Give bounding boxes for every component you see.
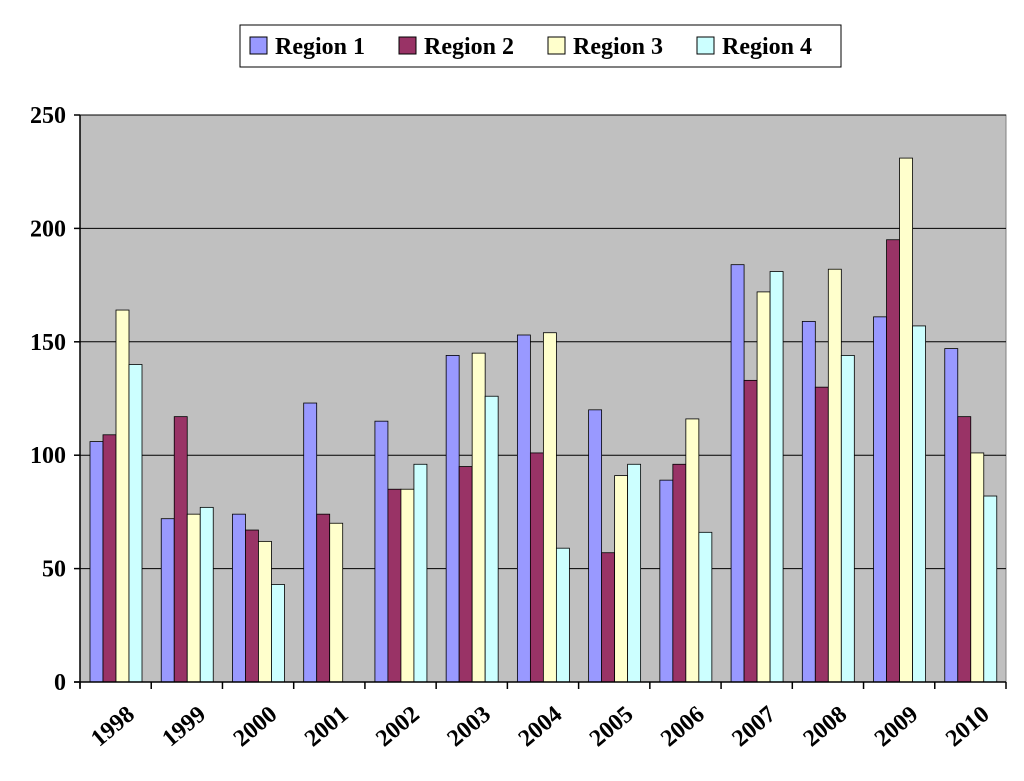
x-axis-ticks: 1998 1999 2000 2001 2002 2003 2004 2005 2006 2007… (86, 701, 994, 752)
legend-label-region-2: Region 2 (424, 34, 514, 60)
bar-2007-region-4 (769, 271, 784, 683)
bar-2010-region-3 (970, 452, 985, 683)
x-tick-label-2009: 2009 (870, 701, 923, 752)
legend-label-region-4: Region 4 (722, 34, 812, 60)
x-tick-label-2005: 2005 (585, 701, 638, 752)
bar-2001-region-1 (303, 402, 318, 683)
x-tick-label-1998: 1998 (86, 701, 139, 752)
bar-2000-region-3 (258, 540, 272, 683)
axes (74, 114, 1007, 689)
bar-2003-region-4 (484, 395, 499, 683)
y-axis-ticks: 0 50 100 150 200 250 (30, 103, 66, 696)
bar-2001-region-3 (329, 522, 344, 683)
bar-2002-region-1 (374, 420, 389, 683)
y-tick-label-150: 150 (30, 330, 66, 356)
bar-2002-region-2 (387, 488, 402, 683)
bar-1998-region-2 (102, 434, 117, 683)
bar-2004-region-1 (516, 334, 531, 683)
y-tick-label-250: 250 (30, 103, 66, 129)
bar-2000-region-4 (271, 584, 285, 683)
legend-swatch-region-4 (696, 36, 715, 55)
bar-2005-region-3 (614, 475, 629, 683)
bar-2006-region-4 (698, 531, 713, 683)
bar-2007-region-2 (743, 379, 758, 683)
bar-2008-region-1 (801, 320, 816, 683)
bar-2003-region-1 (445, 355, 460, 683)
bar-2010-region-4 (983, 495, 998, 683)
y-tick-label-50: 50 (42, 557, 66, 583)
y-tick-label-200: 200 (30, 216, 66, 242)
x-tick-label-2002: 2002 (371, 701, 424, 752)
bar-2009-region-3 (899, 157, 913, 683)
bar-2008-region-2 (814, 386, 829, 683)
bar-1999-region-1 (160, 518, 175, 683)
bar-2009-region-1 (873, 316, 887, 683)
bar-1998-region-3 (115, 309, 130, 683)
bar-1998-region-4 (128, 364, 143, 683)
bar-2008-region-3 (827, 268, 842, 683)
bar-2003-region-3 (471, 352, 486, 683)
x-tick-label-2008: 2008 (799, 701, 852, 752)
bar-2004-region-3 (542, 332, 557, 683)
bar-2000-region-2 (245, 529, 259, 683)
x-tick-label-2001: 2001 (300, 701, 353, 752)
x-tick-label-1999: 1999 (158, 701, 211, 752)
bar-2009-region-2 (886, 239, 900, 683)
x-tick-label-2010: 2010 (941, 701, 994, 752)
legend-label-region-1: Region 1 (275, 34, 365, 60)
bar-2010-region-1 (944, 348, 959, 683)
bar-2006-region-1 (659, 479, 674, 683)
bar-2010-region-2 (957, 416, 972, 683)
bar-2006-region-2 (672, 463, 687, 683)
bar-1998-region-1 (89, 441, 104, 683)
bar-1999-region-3 (186, 513, 201, 683)
y-tick-label-100: 100 (30, 443, 66, 469)
legend-swatch-region-2 (398, 36, 417, 55)
bar-2008-region-4 (840, 355, 855, 683)
bar-2002-region-3 (400, 488, 415, 683)
bar-1999-region-2 (173, 416, 188, 683)
bar-1999-region-4 (199, 506, 214, 683)
bar-2004-region-4 (555, 547, 570, 683)
legend-swatch-region-3 (547, 36, 566, 55)
x-tick-label-2000: 2000 (229, 701, 282, 752)
legend: Region 1 Region 2 Region 3 Region 4 (239, 24, 842, 68)
bar-2000-region-1 (232, 513, 246, 683)
bar-2003-region-2 (458, 466, 473, 683)
bar-2005-region-4 (627, 463, 642, 683)
legend-box (239, 24, 842, 68)
bar-2004-region-2 (529, 452, 544, 683)
bar-2009-region-4 (912, 325, 926, 683)
bar-2002-region-4 (413, 463, 428, 683)
x-tick-label-2006: 2006 (656, 701, 709, 752)
legend-items: Region 1 Region 2 Region 3 Region 4 (249, 34, 812, 60)
y-tick-label-0: 0 (54, 670, 66, 696)
bar-2007-region-3 (756, 291, 771, 683)
legend-swatch-region-1 (249, 36, 268, 55)
legend-label-region-3: Region 3 (573, 34, 663, 60)
bar-2001-region-2 (316, 513, 331, 683)
bar-2007-region-1 (730, 264, 745, 683)
bars (89, 157, 998, 683)
x-tick-label-2004: 2004 (514, 701, 567, 752)
bar-2005-region-2 (601, 552, 616, 683)
x-tick-label-2003: 2003 (442, 701, 495, 752)
bar-2006-region-3 (685, 418, 700, 683)
x-tick-label-2007: 2007 (727, 701, 780, 752)
bar-2005-region-1 (588, 409, 603, 683)
